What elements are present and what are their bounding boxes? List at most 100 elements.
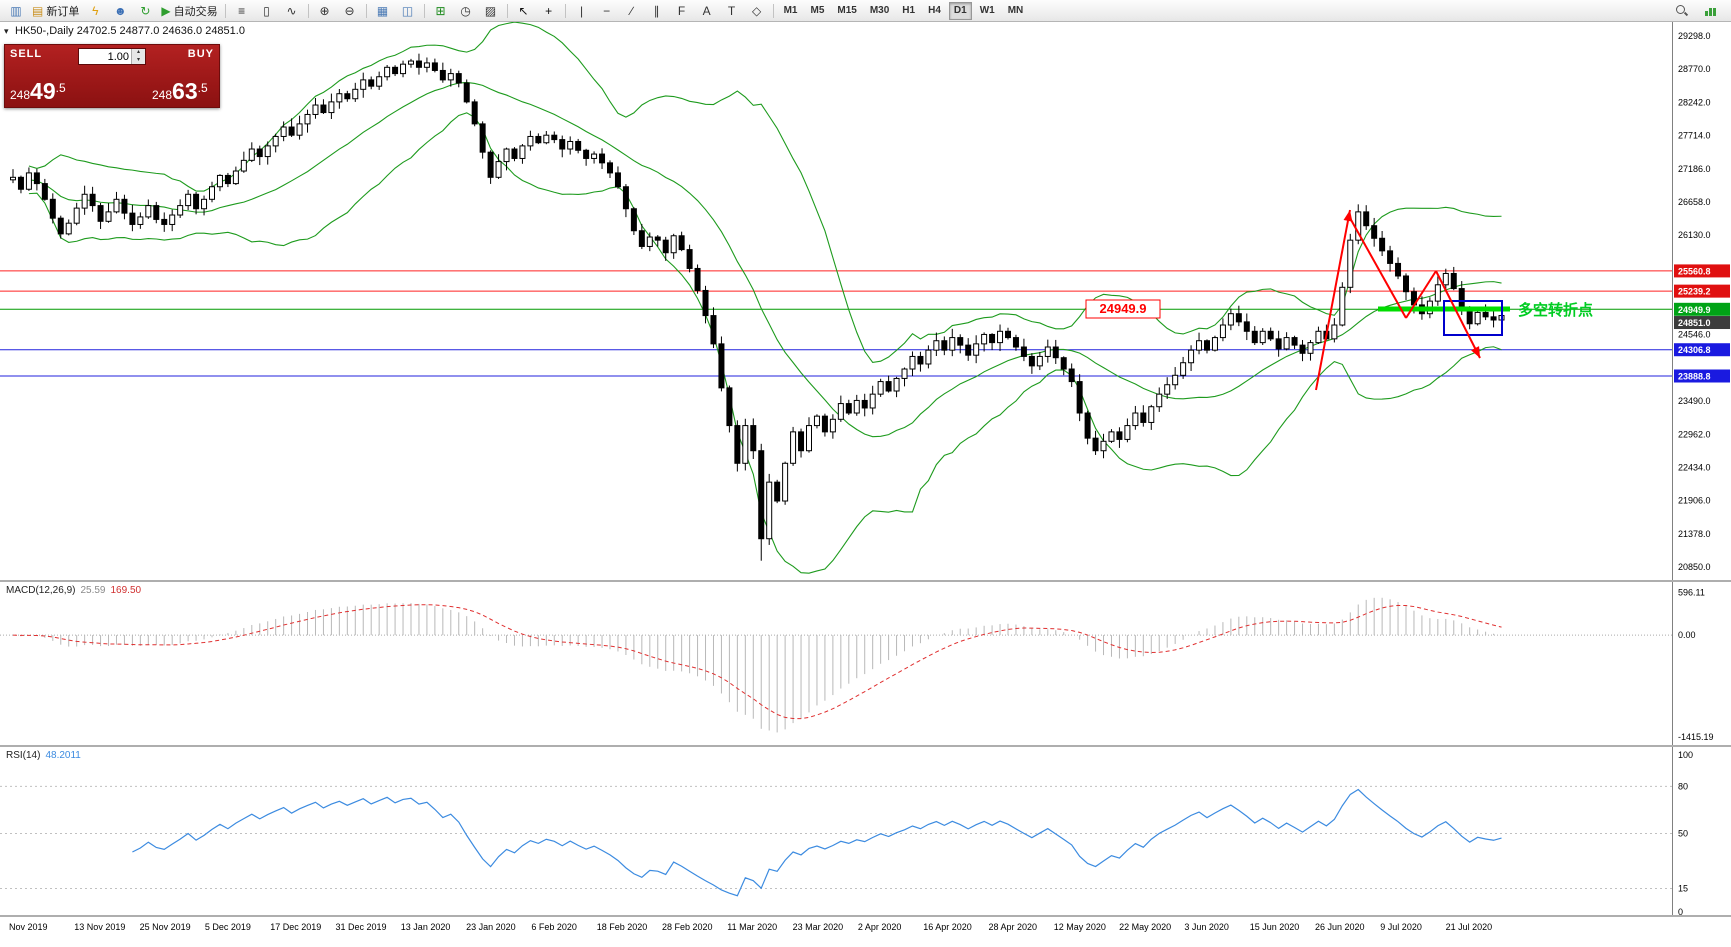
- timeframe-m15[interactable]: M15: [837, 5, 857, 16]
- indicators-add-icon: ⊞: [435, 3, 446, 18]
- chart-title: HK50-,Daily 24702.5 24877.0 24636.0 2485…: [15, 25, 245, 37]
- text-icon[interactable]: A: [695, 1, 719, 21]
- accounts-icon: ☻: [114, 3, 127, 18]
- price-axis-label: 20850.0: [1678, 562, 1711, 572]
- tile-windows-icon[interactable]: ▦: [371, 1, 395, 21]
- date-label: 9 Jul 2020: [1380, 922, 1422, 932]
- date-label: 12 May 2020: [1053, 922, 1106, 932]
- cursor-icon[interactable]: ↖: [512, 1, 536, 21]
- date-label: Nov 2019: [9, 922, 48, 932]
- timeframe-mn[interactable]: MN: [1007, 5, 1024, 16]
- new-chart-icon[interactable]: ▥: [4, 1, 28, 21]
- line-chart-icon[interactable]: ∿: [280, 1, 304, 21]
- bar-chart-icon[interactable]: ≡: [230, 1, 254, 21]
- macd-axis-label: 596.11: [1678, 587, 1705, 597]
- volume-down-button[interactable]: ▾: [131, 56, 145, 64]
- new-order-icon: ▤: [32, 3, 44, 18]
- consolidation-rectangle: [1443, 300, 1503, 336]
- timeframe-h1[interactable]: H1: [902, 5, 916, 16]
- zoom-out-icon: ⊖: [344, 3, 355, 18]
- date-label: 23 Jan 2020: [466, 922, 516, 932]
- timeframe-w1[interactable]: W1: [979, 5, 995, 16]
- horizontal-line-icon: −: [603, 3, 611, 18]
- search-icon[interactable]: [1669, 1, 1693, 21]
- channel-icon[interactable]: ∥: [645, 1, 669, 21]
- one-click-collapse-button[interactable]: ▾: [4, 26, 9, 36]
- trend-arrowhead: [1471, 346, 1480, 358]
- price-axis-label: 26130.0: [1678, 230, 1711, 240]
- toolbar-separator: [564, 3, 566, 18]
- toolbar-separator: [506, 3, 508, 18]
- shapes-icon[interactable]: ◇: [745, 1, 769, 21]
- bollinger-lower: [28, 112, 1502, 574]
- timeframe-m30[interactable]: M30: [869, 5, 890, 16]
- buy-price: 24863.5: [152, 78, 208, 104]
- date-label: 23 Mar 2020: [792, 922, 844, 932]
- toolbar: ▥ ▤ 新订单 ϟ ☻ ↻ ▶ 自动交易 ≡ ▯ ∿ ⊕ ⊖ ▦ ◫ ⊞ ◷ ▨ ↖ + | − ∕ ∥ F A T ◇ M1 M5 M15…: [0, 0, 1731, 22]
- templates-icon[interactable]: ▨: [479, 1, 503, 21]
- line-chart-icon: ∿: [286, 3, 297, 18]
- text-icon: A: [702, 3, 711, 18]
- candlestick-chart-icon[interactable]: ▯: [255, 1, 279, 21]
- arrange-windows-icon[interactable]: ◫: [396, 1, 420, 21]
- price-axis-label: 26658.0: [1678, 197, 1711, 207]
- volume-input[interactable]: [79, 49, 131, 64]
- macd-signal-line: [12, 604, 1502, 720]
- fibonacci-icon[interactable]: F: [670, 1, 694, 21]
- sell-button[interactable]: SELL 24849.5: [5, 45, 77, 107]
- price-axis-label: 23490.0: [1678, 396, 1711, 406]
- new-chart-icon: ▥: [10, 3, 22, 18]
- date-label: 21 Jul 2020: [1445, 922, 1493, 932]
- price-axis-label: 29298.0: [1678, 31, 1711, 41]
- price-axis-badge-label: 25560.8: [1678, 266, 1711, 276]
- connection-icon: [1704, 4, 1718, 17]
- date-label: 11 Mar 2020: [727, 922, 778, 932]
- pane-separator[interactable]: [0, 915, 1731, 917]
- buy-button[interactable]: BUY 24863.5: [147, 45, 219, 107]
- crosshair-icon[interactable]: +: [537, 1, 561, 21]
- indicators-add-icon[interactable]: ⊞: [429, 1, 453, 21]
- refresh-icon[interactable]: ↻: [133, 1, 157, 21]
- price-axis-label: 22434.0: [1678, 462, 1711, 472]
- quick-trade-icon[interactable]: ϟ: [83, 1, 107, 21]
- timeframe-d1[interactable]: D1: [948, 1, 972, 20]
- date-label: 2 Apr 2020: [857, 922, 902, 932]
- toolbar-right-icons: [1669, 1, 1727, 21]
- macd-axis-label: -1415.19: [1678, 732, 1714, 742]
- date-label: 18 Feb 2020: [596, 922, 648, 932]
- date-label: 26 Jun 2020: [1315, 922, 1365, 932]
- label-icon[interactable]: T: [720, 1, 744, 21]
- accounts-icon[interactable]: ☻: [108, 1, 132, 21]
- volume-up-button[interactable]: ▴: [131, 49, 145, 57]
- templates-icon: ▨: [484, 3, 497, 18]
- zoom-out-icon[interactable]: ⊖: [338, 1, 362, 21]
- timeframe-m1[interactable]: M1: [783, 5, 798, 16]
- pane-separator[interactable]: [0, 580, 1731, 582]
- trendline-icon[interactable]: ∕: [620, 1, 644, 21]
- auto-trading-button[interactable]: ▶ 自动交易: [158, 1, 220, 21]
- periods-icon[interactable]: ◷: [454, 1, 478, 21]
- vertical-line-icon[interactable]: |: [570, 1, 594, 21]
- timeframe-h4[interactable]: H4: [928, 5, 941, 16]
- price-axis-label: 28242.0: [1678, 97, 1711, 107]
- connection-icon[interactable]: [1699, 1, 1723, 21]
- main-chart-pane[interactable]: 24949.9 多空转折点 29298.0 28770.0 28242.0 27714.0…: [0, 22, 1731, 580]
- search-icon: [1675, 4, 1688, 17]
- price-axis-label: 21378.0: [1678, 529, 1711, 539]
- date-label: 6 Feb 2020: [531, 922, 577, 932]
- arrange-windows-icon: ◫: [401, 3, 414, 18]
- rsi-line: [132, 788, 1502, 897]
- horizontal-line-icon[interactable]: −: [595, 1, 619, 21]
- pane-separator[interactable]: [0, 745, 1731, 747]
- sell-price: 24849.5: [10, 78, 66, 104]
- macd-pane[interactable]: 596.11 0.00 -1415.19: [0, 582, 1731, 745]
- price-callout-label: 24949.9: [1100, 301, 1147, 316]
- toolbar-separator: [423, 3, 425, 18]
- rsi-pane[interactable]: 100 80 50 15 0: [0, 747, 1731, 915]
- auto-trading-button-label: 自动交易: [173, 5, 218, 18]
- timeframe-m5[interactable]: M5: [810, 5, 825, 16]
- new-order-button[interactable]: ▤ 新订单: [29, 1, 82, 21]
- crosshair-icon: +: [545, 3, 553, 18]
- zoom-in-icon[interactable]: ⊕: [313, 1, 337, 21]
